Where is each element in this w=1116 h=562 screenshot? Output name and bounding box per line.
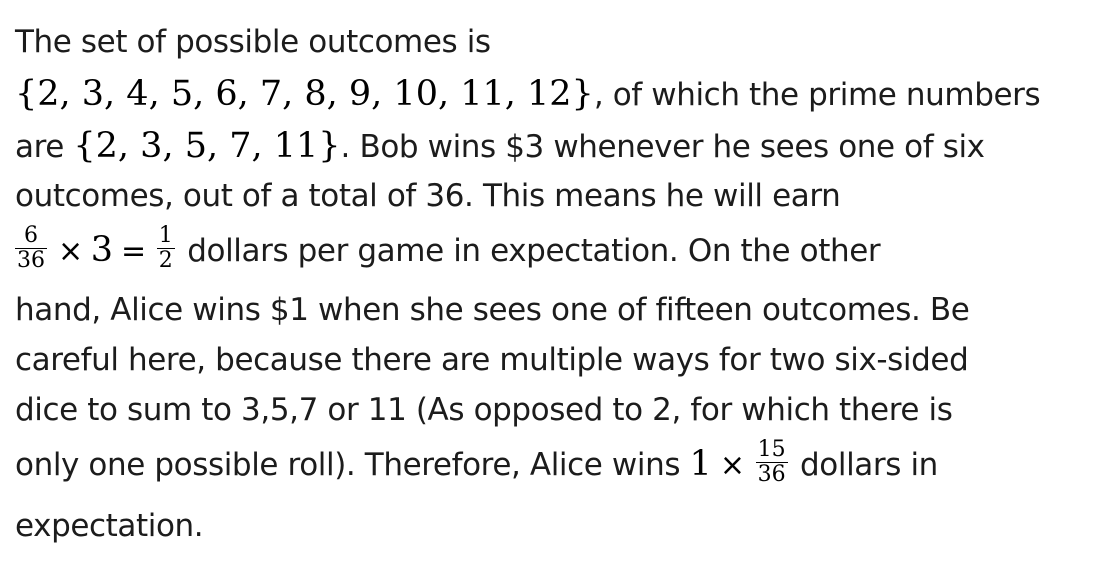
line-text: The set of possible outcomes is (15, 24, 491, 60)
line-text: are (15, 129, 74, 165)
fraction-denominator: 36 (757, 462, 786, 487)
equals-symbol: = (121, 234, 146, 269)
line-text: dollars in (790, 447, 938, 483)
text-line-9: only one possible roll). Therefore, Alic… (15, 438, 938, 491)
text-line-10: expectation. (15, 508, 204, 544)
line-text: careful here, because there are multiple… (15, 342, 969, 378)
fraction-denominator: 36 (17, 248, 45, 273)
text-line-2: {2, 3, 4, 5, 6, 7, 8, 9, 10, 11, 12}, of… (15, 74, 1041, 114)
line-text: expectation. (15, 508, 204, 544)
text-line-4: outcomes, out of a total of 36. This mea… (15, 178, 841, 214)
fraction-denominator: 2 (158, 248, 173, 273)
line-text: hand, Alice wins $1 when she sees one of… (15, 292, 970, 328)
text-line-6: hand, Alice wins $1 when she sees one of… (15, 292, 970, 328)
line-text: dice to sum to 3,5,7 or 11 (As opposed t… (15, 392, 953, 428)
line-text: dollars per game in expectation. On the … (177, 233, 881, 269)
fraction-numerator: 6 (15, 224, 47, 249)
three-value: 3 (90, 230, 114, 270)
line-text: . Bob wins $3 whenever he sees one of si… (340, 129, 985, 165)
text-line-7: careful here, because there are multiple… (15, 342, 969, 378)
fraction-numerator: 1 (156, 223, 175, 249)
line-text: outcomes, out of a total of 36. This mea… (15, 178, 841, 214)
text-line-5: 6 36 × 3 = 1 2 dollars per game in expecta… (15, 224, 881, 277)
times-symbol: × (58, 234, 83, 269)
fraction-six-over-thirtysix: 6 36 (15, 224, 47, 273)
line-text: , of which the prime numbers (593, 77, 1041, 113)
text-line-8: dice to sum to 3,5,7 or 11 (As opposed t… (15, 392, 953, 428)
outcomes-set-math: {2, 3, 4, 5, 6, 7, 8, 9, 10, 11, 12} (15, 74, 594, 114)
times-symbol: × (719, 448, 745, 483)
fraction-fifteen-over-thirtysix: 15 36 (755, 437, 788, 487)
text-line-3: are {2, 3, 5, 7, 11}. Bob wins $3 whenev… (15, 126, 985, 166)
fraction-one-half: 1 2 (156, 223, 175, 273)
fraction-numerator: 15 (755, 437, 788, 463)
line-text: only one possible roll). Therefore, Alic… (15, 447, 690, 483)
one-value: 1 (689, 444, 712, 484)
primes-set-math: {2, 3, 5, 7, 11} (73, 126, 341, 166)
text-line-1: The set of possible outcomes is (15, 24, 491, 60)
